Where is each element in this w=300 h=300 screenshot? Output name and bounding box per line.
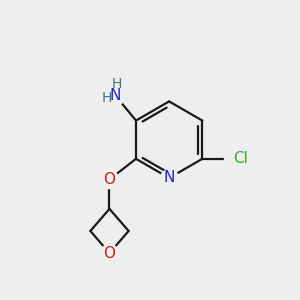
Text: O: O — [103, 172, 116, 187]
Text: O: O — [103, 246, 116, 261]
Text: H: H — [112, 77, 122, 91]
Text: N: N — [110, 88, 121, 103]
Text: H: H — [102, 92, 112, 106]
Text: N: N — [164, 170, 175, 185]
Text: Cl: Cl — [233, 151, 248, 166]
